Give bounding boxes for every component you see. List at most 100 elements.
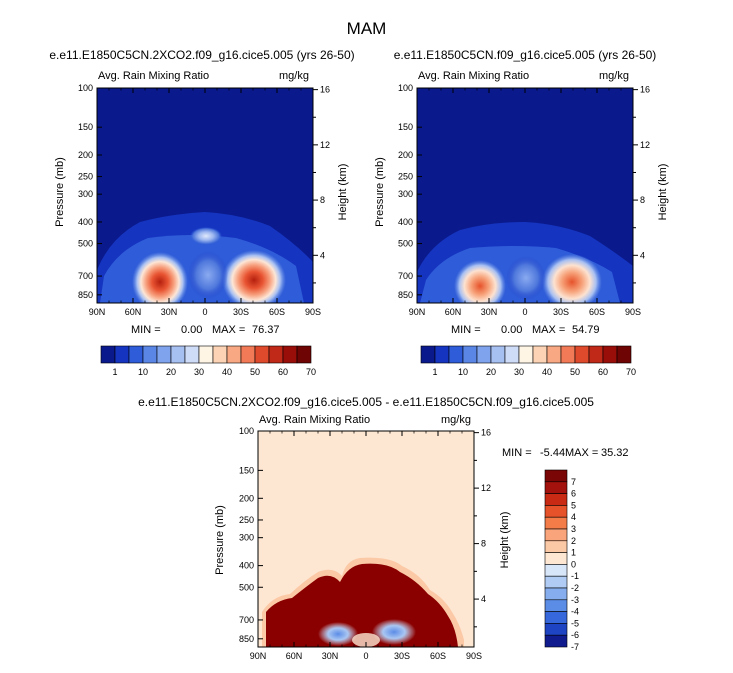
panel-right-y-tick-label: 100 xyxy=(398,83,413,93)
panel-diff-x-tick-label: 60S xyxy=(430,651,446,661)
panel-diff-x-tick-label: 30S xyxy=(394,651,410,661)
panel-right-y-tick-label: 500 xyxy=(398,239,413,249)
colorbar-diff-label: -3 xyxy=(571,595,579,605)
colorbar-diff-swatch xyxy=(544,528,568,542)
colorbar-left-swatch xyxy=(114,345,130,364)
panel-diff-y-tick-label: 100 xyxy=(239,426,254,436)
colorbar-diff-swatch xyxy=(544,505,568,518)
colorbar-right-label: 30 xyxy=(514,367,524,377)
panel-right-x-tick-label: 0 xyxy=(522,307,527,317)
panel-left-y-tick-label: 250 xyxy=(78,172,93,182)
panel-left-units: mg/kg xyxy=(279,70,309,82)
panel-right-units: mg/kg xyxy=(599,70,629,82)
panel-left-min-label: MIN = xyxy=(131,324,161,336)
panel-diff-y-tick-label: 400 xyxy=(239,561,254,571)
colorbar-diff-label: -7 xyxy=(571,642,579,652)
colorbar-diff-swatch xyxy=(544,634,568,648)
panel-right-max-label: MAX = xyxy=(532,324,566,336)
panel-right-y2-tick-label: 16 xyxy=(640,85,650,95)
colorbar-diff-label: 2 xyxy=(571,536,576,546)
panel-right-y2-tick-label: 8 xyxy=(640,195,645,205)
panel-left-y-tick-label: 200 xyxy=(78,150,93,160)
colorbar-diff-swatch xyxy=(544,493,568,506)
panel-left-y2-tick-label: 8 xyxy=(320,195,325,205)
colorbar-right-swatch xyxy=(602,345,618,364)
panel-diff-y-tick-label: 300 xyxy=(239,533,254,543)
colorbar-diff-swatch xyxy=(544,469,568,483)
panel-left-y2-tick-label: 16 xyxy=(320,85,330,95)
panel-diff-field-label: Avg. Rain Mixing Ratio xyxy=(259,414,371,426)
colorbar-diff-swatch xyxy=(544,516,568,530)
panel-diff-min-label: MIN = xyxy=(502,447,532,459)
colorbar-left-swatch xyxy=(226,345,242,364)
colorbar-right-label: 1 xyxy=(432,367,437,377)
colorbar-left-swatch xyxy=(184,345,200,364)
panel-right-x-tick-label: 90S xyxy=(625,307,641,317)
panel-diff-field xyxy=(258,431,474,647)
colorbar-left-swatch xyxy=(128,345,144,364)
panel-diff-x-tick-label: 30N xyxy=(322,651,339,661)
panel-diff-y-tick-label: 850 xyxy=(239,634,254,644)
colorbar-right-swatch xyxy=(532,345,548,364)
colorbar-left-label: 30 xyxy=(194,367,204,377)
panel-right-min-label: MIN = xyxy=(451,324,481,336)
panel-left-field-label: Avg. Rain Mixing Ratio xyxy=(98,70,210,82)
colorbar-left-label: 20 xyxy=(166,367,176,377)
panel-diff-y2-tick-label: 8 xyxy=(481,539,486,549)
colorbar-diff-swatch xyxy=(544,623,568,636)
panel-diff-max-value: 35.32 xyxy=(601,447,629,459)
colorbar-right-label: 50 xyxy=(570,367,580,377)
colorbar-diff-label: 6 xyxy=(571,489,576,499)
panel-right-x-tick-label: 60S xyxy=(589,307,605,317)
colorbar-right-swatch xyxy=(518,345,534,364)
panel-diff-x-tick-label: 90N xyxy=(250,651,267,661)
panel-diff-min-value: -5.44 xyxy=(540,447,566,459)
colorbar-diff-swatch xyxy=(544,599,568,612)
panel-left-x-tick-label: 60N xyxy=(125,307,142,317)
panel-right-x-tick-label: 60N xyxy=(445,307,462,317)
colorbar-left-swatch xyxy=(142,345,158,364)
panel-diff-y-tick-label: 200 xyxy=(239,493,254,503)
panel-left-title: e.e11.E1850C5CN.2XCO2.f09_g16.cice5.005 … xyxy=(49,48,355,62)
panel-right-y-tick-label: 400 xyxy=(398,217,413,227)
colorbar-left-swatch xyxy=(198,345,214,364)
colorbar-right-swatch xyxy=(490,345,506,364)
panel-left-max-label: MAX = xyxy=(212,324,246,336)
colorbar-right-swatch xyxy=(476,345,492,364)
panel-left-field xyxy=(97,88,313,303)
colorbar-right-label: 60 xyxy=(598,367,608,377)
panel-diff-max-label: MAX = xyxy=(565,447,599,459)
colorbar-diff-label: 7 xyxy=(571,477,576,487)
colorbar-diff-label: 0 xyxy=(571,559,576,569)
panel-right-x-tick-label: 30N xyxy=(481,307,498,317)
panel-diff-y2-tick-label: 12 xyxy=(481,483,491,493)
panel-right-y-tick-label: 850 xyxy=(398,290,413,300)
colorbar-right-swatch xyxy=(546,345,562,364)
panel-right-field xyxy=(417,88,633,303)
colorbar-diff-swatch xyxy=(544,587,568,601)
panel-left-x-tick-label: 0 xyxy=(202,307,207,317)
colorbar-left-swatch xyxy=(212,345,228,364)
panel-right-min-value: 0.00 xyxy=(501,324,523,336)
colorbar-diff-label: 4 xyxy=(571,512,576,522)
panel-left-y-tick-label: 500 xyxy=(78,239,93,249)
panel-left-min-value: 0.00 xyxy=(181,324,203,336)
colorbar-left-label: 50 xyxy=(250,367,260,377)
colorbar-left-swatch xyxy=(268,345,284,364)
colorbar-diff-label: 3 xyxy=(571,524,576,534)
panel-left-y-tick-label: 100 xyxy=(78,83,93,93)
panel-left-y2-tick-label: 4 xyxy=(320,250,325,260)
panel-left-y-tick-label: 400 xyxy=(78,217,93,227)
colorbar-diff-swatch xyxy=(544,552,568,565)
panel-diff-title: e.e11.E1850C5CN.2XCO2.f09_g16.cice5.005 … xyxy=(138,395,594,409)
panel-left-x-tick-label: 60S xyxy=(269,307,285,317)
panel-left-x-tick-label: 30N xyxy=(161,307,178,317)
panel-left-y-tick-label: 300 xyxy=(78,189,93,199)
panel-left-y2-tick-label: 12 xyxy=(320,140,330,150)
panel-right-title: e.e11.E1850C5CN.f09_g16.cice5.005 (yrs 2… xyxy=(393,48,657,62)
panel-right-x-tick-label: 90N xyxy=(409,307,426,317)
panel-right-y2-tick-label: 12 xyxy=(640,140,650,150)
colorbar-diff-label: 1 xyxy=(571,548,576,558)
panel-diff-x-tick-label: 90S xyxy=(466,651,482,661)
colorbar-right-label: 20 xyxy=(486,367,496,377)
